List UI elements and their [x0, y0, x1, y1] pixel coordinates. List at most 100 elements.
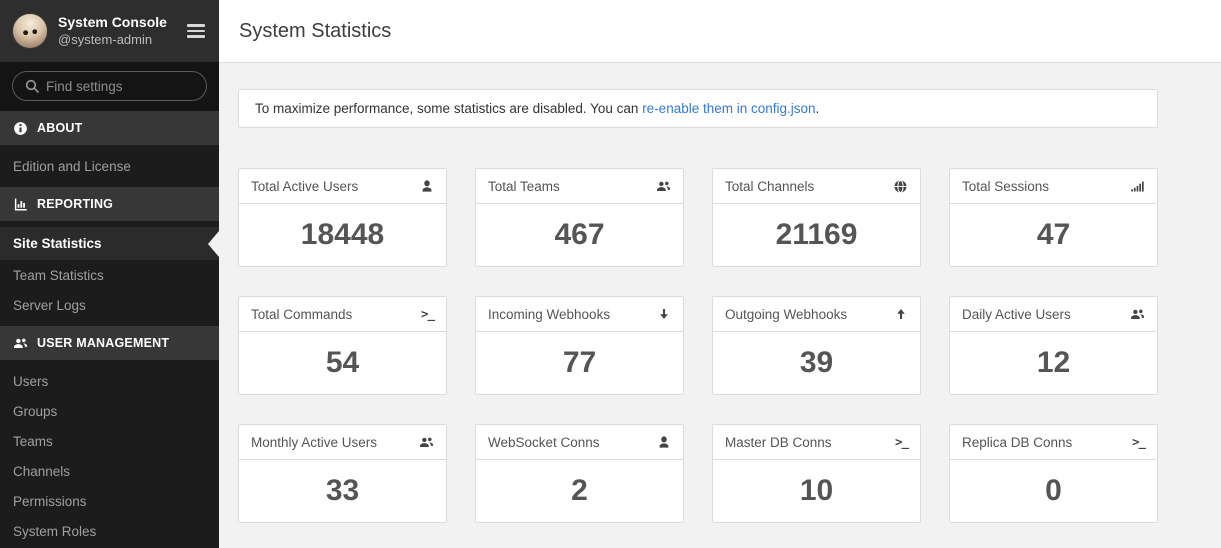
console-title: System Console	[58, 13, 167, 31]
stat-card-monthly-active-users: Monthly Active Users 33	[238, 424, 447, 523]
search-band	[0, 62, 219, 111]
stat-card-header: Total Channels	[713, 169, 920, 204]
banner-text-end: .	[816, 101, 820, 116]
stat-card-header: Total Teams	[476, 169, 683, 204]
stat-card-daily-active-users: Daily Active Users 12	[949, 296, 1158, 395]
stat-card-header: Total Commands>_	[239, 297, 446, 332]
sidebar-item-label: Edition and License	[13, 159, 131, 174]
stat-card-value: 467	[476, 204, 683, 266]
stat-card-title: Total Teams	[488, 179, 560, 194]
sidebar-item-edition-and-license[interactable]: Edition and License	[0, 151, 219, 181]
performance-banner: To maximize performance, some statistics…	[238, 89, 1158, 128]
stat-card-value: 18448	[239, 204, 446, 266]
app-window: System Console @system-admin ABOUT Editio…	[0, 0, 1221, 548]
stat-card-master-db-conns: Master DB Conns>_10	[712, 424, 921, 523]
info-icon	[13, 121, 28, 136]
users-icon	[419, 435, 434, 450]
stat-card-title: Master DB Conns	[725, 435, 832, 450]
stat-card-incoming-webhooks: Incoming Webhooks 77	[475, 296, 684, 395]
main-panel: System Statistics To maximize performanc…	[219, 0, 1221, 548]
stat-card-value: 2	[476, 460, 683, 522]
sidebar-item-permissions[interactable]: Permissions	[0, 486, 219, 516]
user-icon	[420, 179, 434, 193]
stat-card-title: Daily Active Users	[962, 307, 1071, 322]
section-header-about: ABOUT	[0, 111, 219, 145]
stat-card-header: Master DB Conns>_	[713, 425, 920, 460]
stat-card-total-commands: Total Commands>_54	[238, 296, 447, 395]
stat-card-header: Outgoing Webhooks	[713, 297, 920, 332]
sidebar-item-label: Groups	[13, 404, 57, 419]
stat-card-title: Replica DB Conns	[962, 435, 1072, 450]
stat-card-value: 21169	[713, 204, 920, 266]
stat-card-outgoing-webhooks: Outgoing Webhooks 39	[712, 296, 921, 395]
sidebar-item-users[interactable]: Users	[0, 366, 219, 396]
stat-card-value: 0	[950, 460, 1157, 522]
banner-text: To maximize performance, some statistics…	[255, 101, 642, 116]
stat-card-header: Monthly Active Users	[239, 425, 446, 460]
content-area: To maximize performance, some statistics…	[219, 63, 1221, 548]
stat-card-value: 12	[950, 332, 1157, 394]
stat-card-header: Daily Active Users	[950, 297, 1157, 332]
search-box	[12, 71, 207, 101]
page-title: System Statistics	[239, 20, 391, 43]
stat-card-title: Monthly Active Users	[251, 435, 377, 450]
stat-card-value: 77	[476, 332, 683, 394]
sidebar-item-label: Users	[13, 374, 48, 389]
sidebar-item-label: Permissions	[13, 494, 87, 509]
config-json-link[interactable]: re-enable them in config.json	[642, 101, 815, 116]
sidebar-item-label: System Roles	[13, 524, 96, 539]
stat-cards-grid: Total Active Users18448Total Teams467Tot…	[238, 168, 1158, 523]
bar-chart-icon	[13, 197, 28, 212]
stat-card-value: 33	[239, 460, 446, 522]
sidebar-item-team-statistics[interactable]: Team Statistics	[0, 260, 219, 290]
globe-icon	[893, 179, 908, 194]
stat-card-header: Replica DB Conns>_	[950, 425, 1157, 460]
sidebar-item-site-statistics[interactable]: Site Statistics	[0, 227, 219, 260]
stat-card-total-teams: Total Teams 467	[475, 168, 684, 267]
stat-card-title: Incoming Webhooks	[488, 307, 610, 322]
sidebar-item-label: Server Logs	[13, 298, 86, 313]
sidebar-item-channels[interactable]: Channels	[0, 456, 219, 486]
stat-card-title: Total Commands	[251, 307, 352, 322]
users-icon	[1130, 307, 1145, 322]
stat-card-title: Total Active Users	[251, 179, 358, 194]
stat-card-header: Total Sessions	[950, 169, 1157, 204]
stat-card-value: 39	[713, 332, 920, 394]
stat-card-value: 10	[713, 460, 920, 522]
sidebar-header[interactable]: System Console @system-admin	[0, 0, 219, 62]
active-item-arrow	[208, 231, 219, 257]
user-icon	[657, 435, 671, 449]
stat-card-header: Incoming Webhooks	[476, 297, 683, 332]
sidebar-item-label: Teams	[13, 434, 53, 449]
stat-card-replica-db-conns: Replica DB Conns>_0	[949, 424, 1158, 523]
console-identity: System Console @system-admin	[58, 13, 167, 48]
sidebar-item-label: Channels	[13, 464, 70, 479]
sidebar-item-server-logs[interactable]: Server Logs	[0, 290, 219, 320]
stat-card-header: WebSocket Conns	[476, 425, 683, 460]
sidebar-item-system-roles[interactable]: System Roles	[0, 516, 219, 546]
search-icon	[24, 78, 40, 94]
search-input[interactable]	[12, 71, 207, 101]
users-icon	[13, 336, 28, 351]
section-label: REPORTING	[37, 197, 113, 211]
sidebar-item-teams[interactable]: Teams	[0, 426, 219, 456]
menu-icon[interactable]	[185, 17, 207, 45]
section-header-reporting: REPORTING	[0, 187, 219, 221]
avatar[interactable]	[12, 13, 48, 49]
topbar: System Statistics	[219, 0, 1221, 63]
sidebar-item-groups[interactable]: Groups	[0, 396, 219, 426]
signal-icon	[1130, 179, 1145, 194]
sidebar-item-label: Team Statistics	[13, 268, 104, 283]
arrow-up-icon	[894, 307, 908, 321]
stat-card-title: Outgoing Webhooks	[725, 307, 847, 322]
stat-card-title: Total Sessions	[962, 179, 1049, 194]
stat-card-total-active-users: Total Active Users 18448	[238, 168, 447, 267]
section-header-user-management: USER MANAGEMENT	[0, 326, 219, 360]
section-label: USER MANAGEMENT	[37, 336, 169, 350]
section-label: ABOUT	[37, 121, 82, 135]
sidebar-nav: ABOUT Edition and License REPORTING Site St…	[0, 111, 219, 548]
users-icon	[656, 179, 671, 194]
stat-card-websocket-conns: WebSocket Conns2	[475, 424, 684, 523]
stat-card-total-channels: Total Channels21169	[712, 168, 921, 267]
stat-card-total-sessions: Total Sessions47	[949, 168, 1158, 267]
